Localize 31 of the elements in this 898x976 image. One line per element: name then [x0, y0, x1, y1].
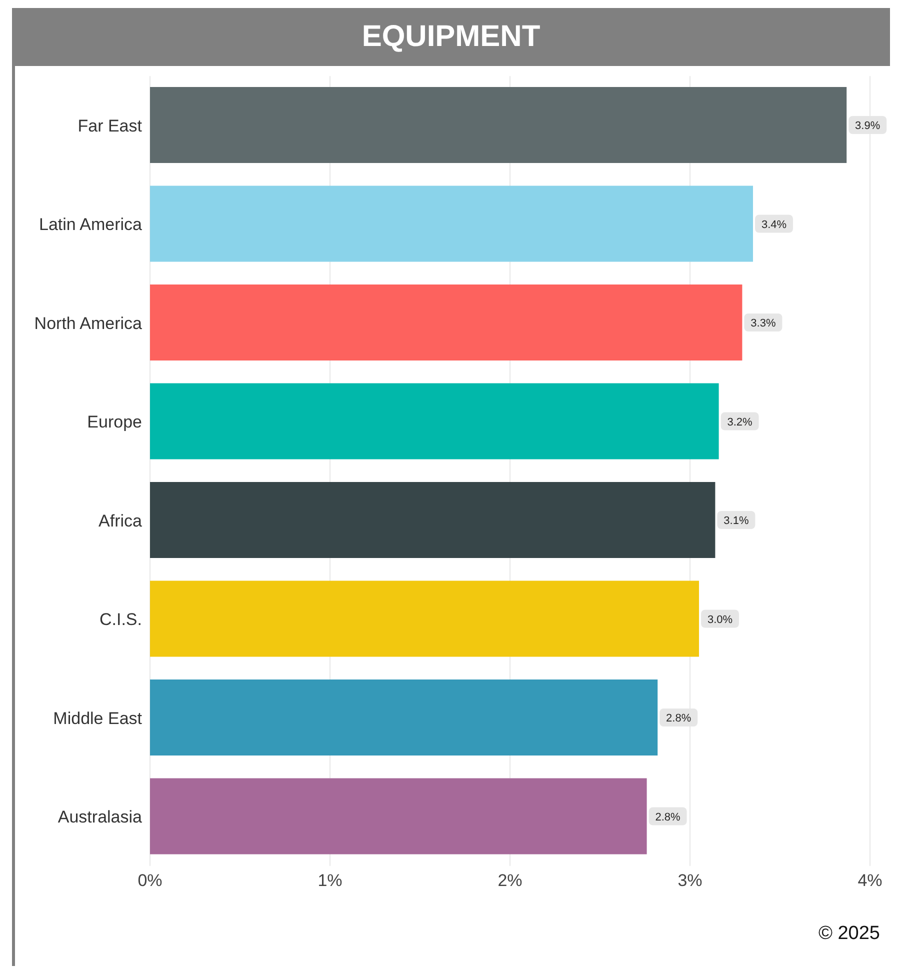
bar [150, 680, 658, 756]
data-label: 3.0% [707, 614, 733, 626]
y-tick-label: C.I.S. [99, 610, 142, 630]
data-label: 2.8% [655, 811, 681, 824]
bar [150, 284, 742, 360]
y-tick-label: Far East [78, 116, 142, 136]
x-tick-label: 4% [858, 871, 882, 890]
data-label: 3.1% [724, 515, 749, 527]
data-label: 3.2% [727, 416, 753, 428]
bar [150, 383, 719, 460]
bar [150, 482, 716, 558]
data-label: 3.9% [855, 120, 880, 132]
data-label: 2.8% [666, 712, 692, 724]
text: © 2025 [818, 923, 880, 945]
data-label: 3.4% [761, 218, 787, 231]
x-tick-label: 2% [498, 871, 522, 890]
chart-title: EQUIPMENT [12, 8, 890, 66]
y-tick-label: Australasia [58, 808, 143, 827]
data-label: 3.3% [750, 318, 776, 330]
y-tick-label: North America [34, 314, 143, 333]
bar [150, 778, 647, 854]
y-tick-label: Africa [98, 511, 143, 530]
x-tick-label: 1% [318, 871, 342, 890]
x-tick-label: 3% [678, 871, 702, 890]
bar [150, 580, 699, 657]
bar [150, 87, 847, 163]
x-tick-label: 0% [138, 871, 162, 890]
bar [150, 186, 753, 262]
y-tick-label: Latin America [39, 215, 143, 234]
y-tick-label: Europe [87, 412, 142, 432]
y-tick-label: Middle East [53, 708, 142, 728]
